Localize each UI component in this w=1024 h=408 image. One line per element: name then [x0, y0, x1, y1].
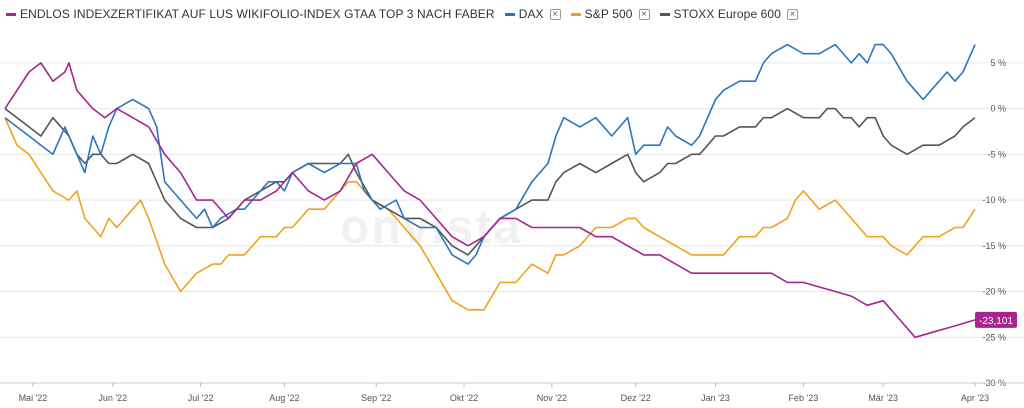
chart-legend: ENDLOS INDEXZERTIFIKAT AUF LUS WIKIFOLIO…	[6, 5, 808, 23]
series-line	[4, 117, 976, 311]
legend-swatch-dax	[504, 12, 515, 16]
legend-label-fund: ENDLOS INDEXZERTIFIKAT AUF LUS WIKIFOLIO…	[20, 7, 495, 21]
legend-item-dax[interactable]: DAX ×	[504, 7, 561, 21]
legend-swatch-stoxx	[659, 12, 670, 16]
y-tick-label: 5 %	[990, 58, 1006, 68]
legend-swatch-fund	[6, 12, 16, 16]
x-tick-label: Jun '22	[98, 393, 127, 403]
x-tick-label: Apr '23	[961, 393, 989, 403]
x-tick-label: Nov '22	[537, 393, 567, 403]
series-line	[4, 62, 976, 339]
x-tick-label: Sep '22	[361, 393, 391, 403]
y-tick-label: -5 %	[987, 149, 1006, 159]
last-value-marker: -23,101	[975, 311, 1017, 328]
y-axis: 5 %0 %-5 %-10 %-15 %-20 %-25 %-30 %	[982, 58, 1006, 388]
x-tick-label: Mär '23	[868, 393, 898, 403]
y-tick-label: -10 %	[982, 195, 1006, 205]
legend-item-fund[interactable]: ENDLOS INDEXZERTIFIKAT AUF LUS WIKIFOLIO…	[6, 7, 495, 21]
remove-sp500-icon[interactable]: ×	[638, 8, 650, 20]
y-tick-label: -20 %	[982, 287, 1006, 297]
chart-grid	[0, 62, 1024, 384]
x-tick-label: Dez '22	[621, 393, 651, 403]
y-tick-label: 0 %	[990, 104, 1006, 114]
legend-swatch-sp500	[570, 12, 581, 16]
x-tick-label: Feb '23	[788, 393, 818, 403]
legend-item-stoxx[interactable]: STOXX Europe 600 ×	[659, 7, 798, 21]
x-tick-label: Mai '22	[19, 393, 48, 403]
legend-label-sp500: S&P 500	[584, 7, 633, 21]
x-tick-label: Jan '23	[701, 393, 730, 403]
last-value-text: -23,101	[979, 316, 1013, 327]
legend-label-stoxx: STOXX Europe 600	[673, 7, 781, 21]
remove-stoxx-icon[interactable]: ×	[786, 8, 798, 20]
legend-label-dax: DAX	[518, 7, 544, 21]
x-tick-label: Jul '22	[188, 393, 214, 403]
remove-dax-icon[interactable]: ×	[549, 8, 561, 20]
y-tick-label: -25 %	[982, 332, 1006, 342]
x-tick-label: Aug '22	[269, 393, 299, 403]
x-tick-label: Okt '22	[450, 393, 478, 403]
last-value-badge	[975, 311, 1017, 328]
y-tick-label: -15 %	[982, 241, 1006, 251]
x-axis: Mai '22 Jun '22 Jul '22 Aug '22 Sep '22 Okt '…	[0, 382, 1024, 403]
series-lines	[4, 43, 976, 339]
legend-item-sp500[interactable]: S&P 500 ×	[570, 7, 650, 21]
